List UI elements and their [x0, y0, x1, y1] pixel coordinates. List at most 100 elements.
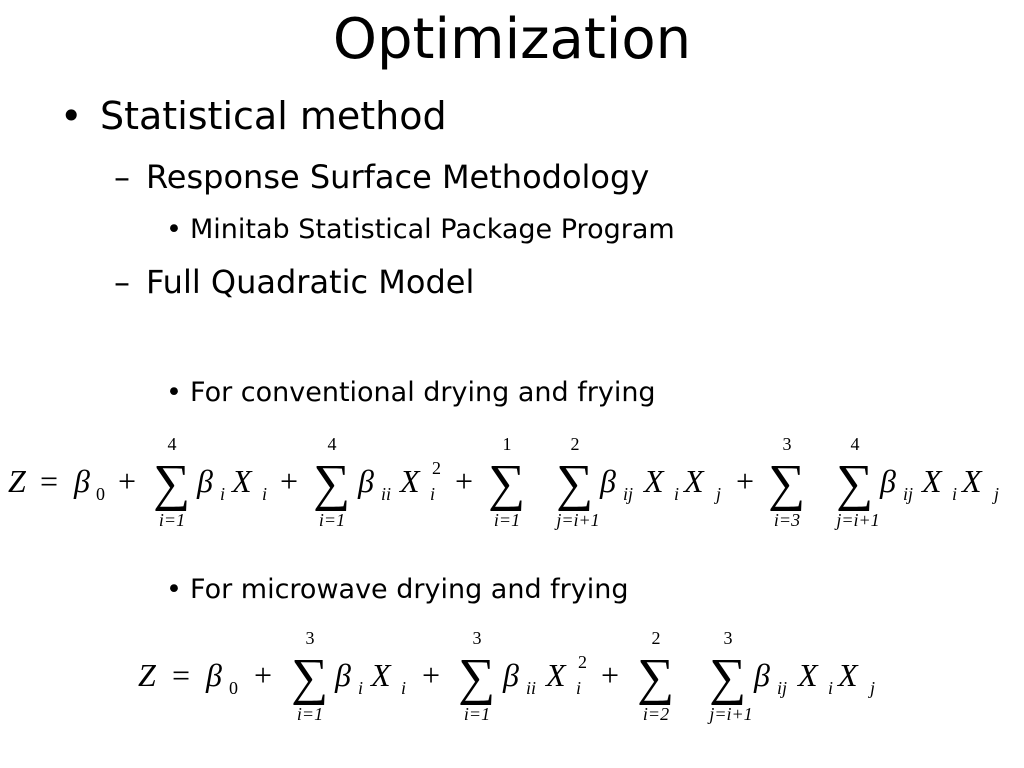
equation-microwave: Z = β 0 + ∑ 3 i=1 β i X i + ∑ 3 i=1 β ii… [138, 628, 875, 724]
sum-upper-limit: 1 [503, 434, 512, 454]
subsubbullet-text: For conventional drying and frying [190, 377, 656, 408]
eq-subscript: ij [623, 484, 633, 504]
eq-subscript: 0 [229, 678, 238, 698]
sum-upper-limit: 4 [851, 434, 860, 454]
eq-superscript: 2 [432, 458, 441, 478]
eq-equals: = [172, 657, 190, 693]
bullet-marker: • [166, 574, 182, 605]
eq-plus: + [736, 463, 754, 499]
eq-variable: X [369, 657, 392, 693]
bullet-marker: • [166, 214, 182, 245]
sum-upper-limit: 2 [571, 434, 580, 454]
eq-variable: X [796, 657, 819, 693]
eq-subscript: ii [381, 484, 391, 504]
eq-plus: + [455, 463, 473, 499]
subbullet-text: Full Quadratic Model [146, 263, 475, 301]
sum-lower-limit: j=i+1 [834, 510, 879, 530]
sum-upper-limit: 3 [783, 434, 792, 454]
eq-subscript: i [220, 484, 225, 504]
sum-upper-limit: 4 [328, 434, 337, 454]
summation-symbol: ∑ [768, 455, 805, 512]
eq-subscript: ij [777, 678, 787, 698]
eq-beta: β [599, 463, 616, 499]
sum-lower-limit: i=1 [494, 510, 520, 530]
eq-plus: + [601, 657, 619, 693]
sum-lower-limit: i=1 [464, 704, 490, 724]
sum-lower-limit: j=i+1 [707, 704, 752, 724]
summation-symbol: ∑ [313, 455, 350, 512]
sum-lower-limit: i=3 [774, 510, 800, 530]
eq-subscript: i [576, 678, 581, 698]
subsubbullet-text: For microwave drying and frying [190, 574, 629, 605]
eq-plus: + [280, 463, 298, 499]
bullet-marker: • [166, 377, 182, 408]
eq-variable: X [960, 463, 983, 499]
subbullet-response-surface: – Response Surface Methodology [114, 158, 649, 196]
subbullet-text: Response Surface Methodology [146, 158, 650, 196]
sum-upper-limit: 2 [652, 628, 661, 648]
slide-title: Optimization [332, 7, 692, 72]
eq-beta: β [357, 463, 374, 499]
eq-beta: β [879, 463, 896, 499]
eq-variable: X [642, 463, 665, 499]
dash-marker: – [114, 158, 130, 196]
sum-upper-limit: 3 [473, 628, 482, 648]
summation-symbol: ∑ [488, 455, 525, 512]
eq-subscript: 0 [96, 484, 105, 504]
dash-marker: – [114, 263, 130, 301]
sum-lower-limit: i=1 [159, 510, 185, 530]
sum-lower-limit: i=2 [643, 704, 669, 724]
eq-beta: β [196, 463, 213, 499]
subsubbullet-conventional: • For conventional drying and frying [166, 377, 656, 408]
eq-subscript: i [952, 484, 957, 504]
eq-subscript: j [714, 484, 721, 504]
sum-upper-limit: 3 [306, 628, 315, 648]
eq-variable: X [920, 463, 943, 499]
summation-symbol: ∑ [556, 455, 593, 512]
sum-lower-limit: i=1 [297, 704, 323, 724]
sum-upper-limit: 4 [168, 434, 177, 454]
summation-symbol: ∑ [458, 649, 495, 706]
eq-plus: + [118, 463, 136, 499]
eq-variable: X [230, 463, 253, 499]
summation-symbol: ∑ [709, 649, 746, 706]
eq-equals: = [40, 463, 58, 499]
summation-symbol: ∑ [291, 649, 328, 706]
sum-lower-limit: j=i+1 [554, 510, 599, 530]
eq-variable: X [836, 657, 859, 693]
eq-subscript: j [992, 484, 999, 504]
eq-beta: β [205, 657, 222, 693]
eq-variable: X [544, 657, 567, 693]
eq-subscript: i [430, 484, 435, 504]
eq-subscript: i [358, 678, 363, 698]
eq-lhs: Z [8, 463, 27, 499]
eq-beta: β [502, 657, 519, 693]
eq-subscript: ii [526, 678, 536, 698]
bullet-statistical-method: • Statistical method [60, 94, 447, 138]
eq-superscript: 2 [578, 652, 587, 672]
eq-plus: + [254, 657, 272, 693]
eq-lhs: Z [138, 657, 157, 693]
summation-symbol: ∑ [637, 649, 674, 706]
eq-subscript: j [868, 678, 875, 698]
bullet-marker: • [60, 94, 83, 138]
subsubbullet-text: Minitab Statistical Package Program [190, 214, 675, 245]
summation-symbol: ∑ [153, 455, 190, 512]
eq-subscript: ij [903, 484, 913, 504]
bullet-text: Statistical method [100, 94, 447, 138]
sum-upper-limit: 3 [724, 628, 733, 648]
eq-subscript: i [674, 484, 679, 504]
equation-conventional: Z = β 0 + ∑ 4 i=1 β i X i + ∑ 4 i=1 β ii… [8, 434, 999, 530]
eq-beta: β [73, 463, 90, 499]
subsubbullet-microwave: • For microwave drying and frying [166, 574, 629, 605]
eq-beta: β [334, 657, 351, 693]
eq-subscript: i [828, 678, 833, 698]
eq-subscript: i [401, 678, 406, 698]
eq-variable: X [682, 463, 705, 499]
eq-variable: X [398, 463, 421, 499]
subsubbullet-minitab: • Minitab Statistical Package Program [166, 214, 675, 245]
subbullet-full-quadratic: – Full Quadratic Model [114, 263, 474, 301]
eq-subscript: i [262, 484, 267, 504]
eq-plus: + [422, 657, 440, 693]
summation-symbol: ∑ [836, 455, 873, 512]
